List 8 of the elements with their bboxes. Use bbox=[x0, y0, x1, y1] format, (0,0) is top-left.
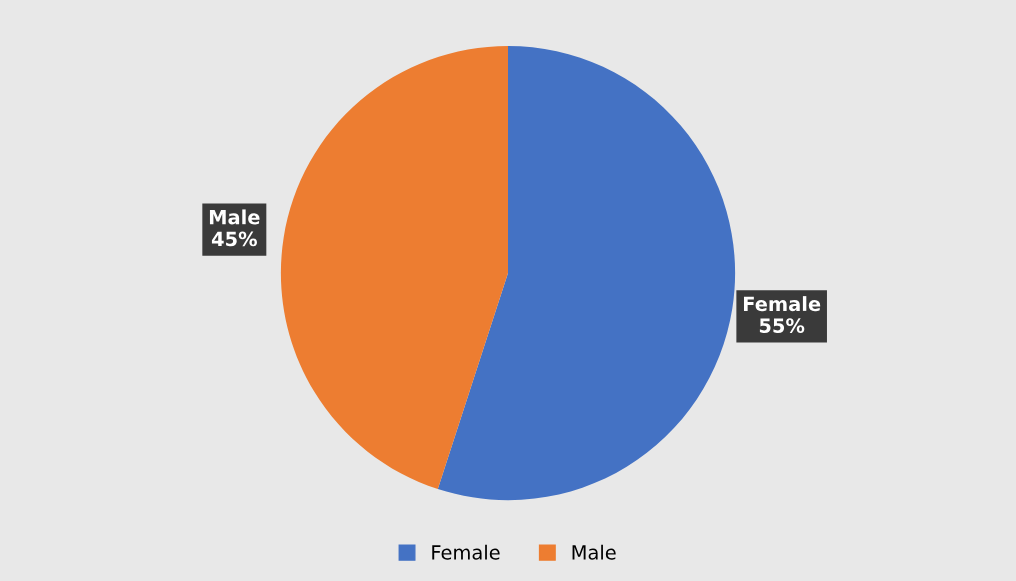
legend-label: Female bbox=[432, 544, 500, 560]
pie-slice bbox=[280, 45, 508, 490]
slice-label: Male bbox=[209, 209, 260, 225]
data-label: 55% bbox=[759, 318, 805, 333]
pie-slice bbox=[437, 45, 736, 501]
data-label: 45% bbox=[211, 231, 257, 247]
slice-label: Female bbox=[743, 296, 821, 312]
legend-label: Male bbox=[572, 544, 616, 560]
